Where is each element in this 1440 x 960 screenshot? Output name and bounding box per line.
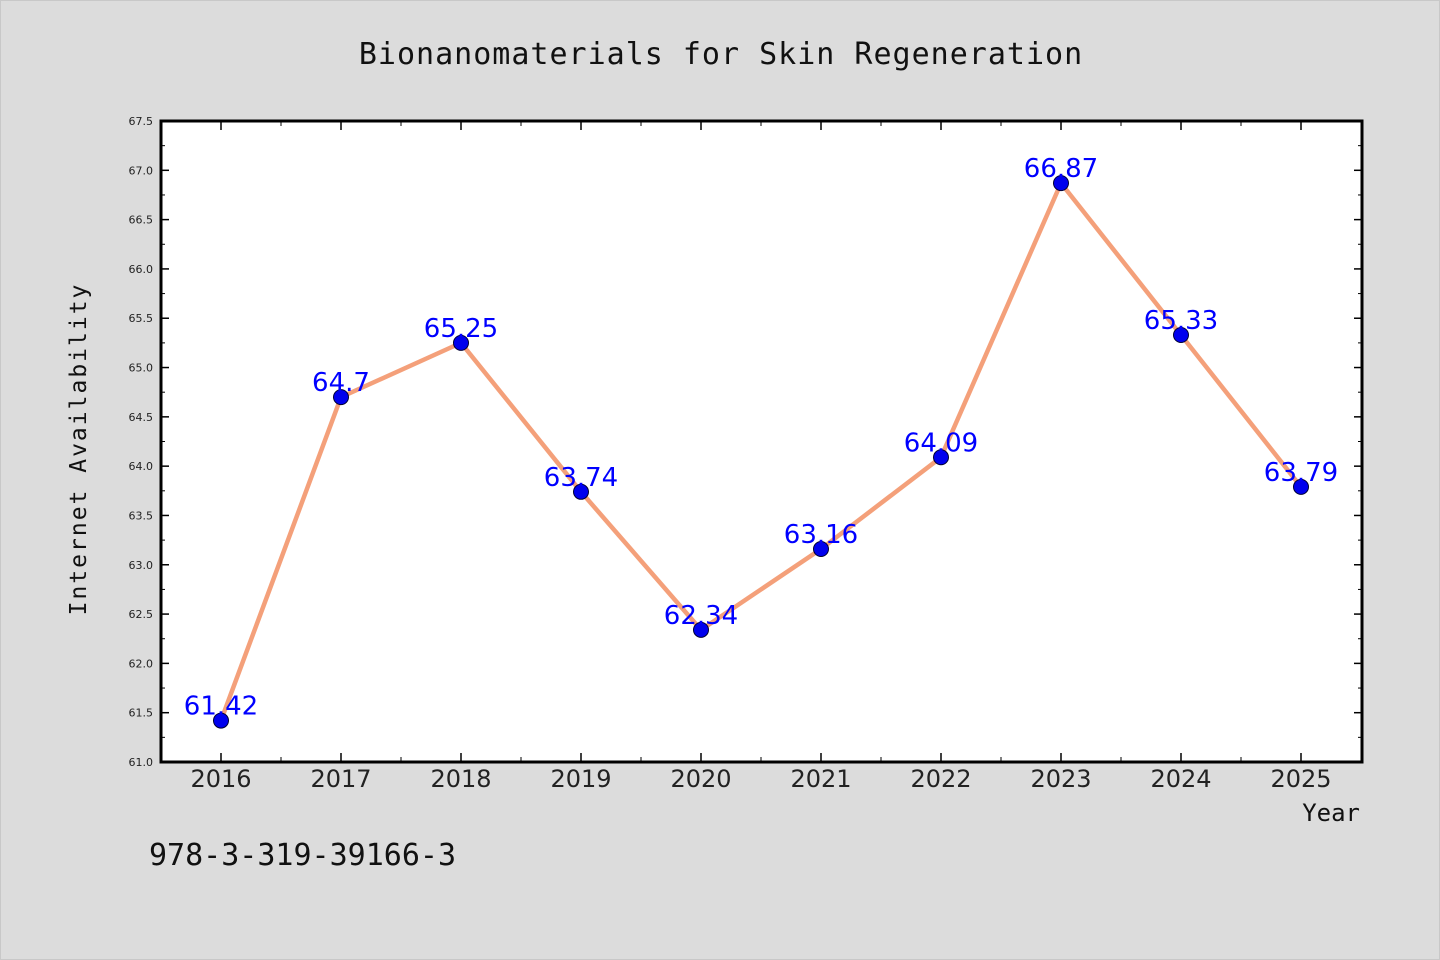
y-tick-label: 63.5 [129,509,154,522]
x-tick-label: 2019 [550,765,611,793]
y-axis-label: Internet Availability [66,283,92,616]
data-point [693,621,709,638]
y-tick-label: 64.0 [129,460,154,473]
isbn-footer: 978-3-319-39166-3 [149,838,456,873]
y-tick-label: 62.0 [129,657,154,670]
x-tick-label: 2024 [1150,765,1211,793]
y-tick-label: 67.5 [129,115,154,128]
data-point [1173,326,1189,343]
data-point [213,712,229,729]
plot-area [159,119,1364,764]
y-tick-label: 61.0 [129,756,154,769]
x-tick-label: 2018 [430,765,491,793]
y-tick-label: 66.0 [129,263,154,276]
x-tick-label: 2017 [310,765,371,793]
data-label: 64.7 [312,368,370,398]
x-tick-label: 2023 [1030,765,1091,793]
data-label: 61.42 [184,692,258,722]
data-label: 62.34 [664,601,738,631]
x-tick-label: 2020 [670,765,731,793]
data-point [813,540,829,557]
data-label: 65.33 [1144,306,1218,336]
data-label: 64.09 [904,428,978,458]
data-point [573,483,589,500]
y-tick-label: 63.0 [129,559,154,572]
x-axis-label: Year [1302,799,1360,827]
x-axis-ticks: 2016 2017 2018 2019 2020 2021 2022 2023 2024 2025 [190,121,1332,793]
y-tick-label: 62.5 [129,608,154,621]
x-tick-label: 2021 [790,765,851,793]
series-line [218,180,1304,723]
y-tick-label: 64.5 [129,411,154,424]
y-tick-label: 65.5 [129,312,154,325]
data-point [453,334,469,351]
data-label: 63.74 [544,463,618,493]
data-point [333,389,349,406]
y-tick-label: 66.5 [129,214,154,227]
data-point [1293,478,1309,495]
y-tick-label: 67.0 [129,164,154,177]
data-label: 63.79 [1264,458,1338,488]
data-label: 63.16 [784,520,858,550]
chart-title: Bionanomaterials for Skin Regeneration [359,37,1083,72]
data-point [1053,175,1069,192]
y-tick-label: 65.0 [129,362,154,375]
x-tick-label: 2025 [1270,765,1331,793]
data-label: 65.25 [424,314,498,344]
x-tick-label: 2016 [190,765,251,793]
y-axis-ticks: 61.0 61.5 62.0 62.5 63.0 63.5 64.0 64.5 65.0 65.5… [129,115,1362,769]
y-tick-label: 61.5 [129,707,154,720]
data-label: 66.87 [1024,154,1098,184]
series-group: 61.42 64.7 65.25 63.74 62.34 63.16 64.09 66.87 6… [184,154,1338,729]
x-tick-label: 2022 [910,765,971,793]
data-point [933,449,949,466]
